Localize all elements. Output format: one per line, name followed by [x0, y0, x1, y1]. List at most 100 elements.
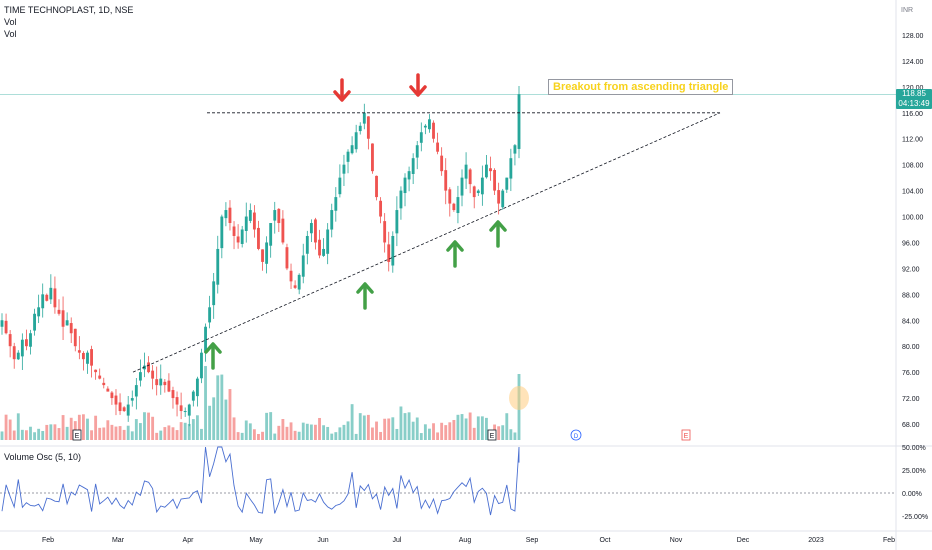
candle-body[interactable]: [0, 320, 4, 327]
candle-body[interactable]: [191, 391, 195, 401]
candle-body[interactable]: [159, 378, 163, 386]
candle-body[interactable]: [330, 210, 334, 230]
candle-body[interactable]: [77, 350, 81, 353]
candle-body[interactable]: [448, 189, 452, 204]
candle-body[interactable]: [110, 392, 114, 399]
candle-body[interactable]: [134, 385, 138, 397]
candle-body[interactable]: [212, 281, 216, 306]
candle-body[interactable]: [301, 255, 305, 277]
candle-body[interactable]: [179, 405, 183, 412]
candle-body[interactable]: [334, 197, 338, 211]
candle-body[interactable]: [444, 170, 448, 191]
candle-body[interactable]: [208, 307, 212, 323]
candle-body[interactable]: [122, 407, 126, 412]
candle-body[interactable]: [155, 379, 159, 386]
candle-body[interactable]: [505, 177, 509, 190]
candle-body[interactable]: [252, 212, 256, 230]
candle-body[interactable]: [358, 125, 362, 132]
candle-body[interactable]: [175, 397, 179, 405]
candle-body[interactable]: [419, 132, 423, 143]
candle-body[interactable]: [452, 203, 456, 211]
candle-body[interactable]: [346, 151, 350, 162]
candle-body[interactable]: [195, 378, 199, 397]
candle-body[interactable]: [4, 320, 8, 334]
candle-body[interactable]: [228, 207, 232, 224]
candle-body[interactable]: [138, 372, 142, 381]
candle-body[interactable]: [65, 320, 69, 326]
candle-body[interactable]: [468, 169, 472, 185]
candle-body[interactable]: [366, 116, 370, 139]
candle-body[interactable]: [248, 210, 252, 221]
candle-body[interactable]: [383, 221, 387, 243]
candle-body[interactable]: [244, 216, 248, 231]
candle-body[interactable]: [183, 411, 187, 413]
candle-body[interactable]: [53, 288, 57, 308]
candle-body[interactable]: [281, 218, 285, 243]
candle-body[interactable]: [232, 226, 236, 236]
candle-body[interactable]: [118, 402, 122, 412]
candle-body[interactable]: [456, 197, 460, 214]
candle-body[interactable]: [273, 210, 277, 221]
candle-body[interactable]: [41, 294, 45, 309]
candle-body[interactable]: [171, 390, 175, 399]
candle-body[interactable]: [423, 125, 427, 128]
candle-body[interactable]: [375, 175, 378, 198]
candle-body[interactable]: [29, 333, 32, 347]
candle-body[interactable]: [167, 380, 171, 392]
candle-body[interactable]: [220, 216, 224, 249]
candle-body[interactable]: [436, 142, 440, 152]
candle-body[interactable]: [399, 190, 403, 209]
candle-body[interactable]: [314, 219, 317, 243]
candle-body[interactable]: [464, 164, 468, 179]
candle-body[interactable]: [362, 112, 366, 124]
candle-body[interactable]: [472, 186, 476, 198]
candle-body[interactable]: [387, 244, 391, 262]
candle-body[interactable]: [326, 229, 330, 254]
candle-body[interactable]: [94, 369, 98, 373]
candle-body[interactable]: [106, 388, 110, 392]
candle-body[interactable]: [163, 381, 167, 386]
candle-body[interactable]: [440, 155, 444, 172]
candle-body[interactable]: [309, 223, 313, 234]
candle-body[interactable]: [318, 239, 321, 256]
earnings-marker[interactable]: [487, 429, 497, 441]
candle-body[interactable]: [204, 326, 207, 353]
candle-body[interactable]: [476, 190, 480, 194]
candle-body[interactable]: [57, 309, 61, 314]
candle-body[interactable]: [49, 287, 53, 300]
candle-body[interactable]: [114, 395, 118, 405]
candle-body[interactable]: [297, 274, 301, 290]
candle-body[interactable]: [147, 362, 150, 373]
dividend-marker[interactable]: [570, 429, 582, 441]
candle-body[interactable]: [395, 210, 399, 234]
candle-body[interactable]: [415, 145, 419, 158]
candle-body[interactable]: [8, 334, 12, 347]
candle-body[interactable]: [428, 119, 431, 130]
candle-body[interactable]: [509, 158, 513, 179]
candle-body[interactable]: [342, 164, 346, 174]
candle-body[interactable]: [513, 145, 517, 154]
candle-body[interactable]: [485, 164, 488, 178]
candle-body[interactable]: [493, 169, 496, 191]
candle-body[interactable]: [354, 132, 358, 150]
candle-body[interactable]: [130, 398, 134, 401]
candle-body[interactable]: [126, 404, 130, 416]
candle-body[interactable]: [285, 247, 289, 269]
oscillator-legend[interactable]: Volume Osc (5, 10): [4, 452, 82, 462]
candle-body[interactable]: [322, 248, 326, 256]
candle-body[interactable]: [224, 210, 228, 219]
candle-body[interactable]: [86, 352, 89, 364]
candle-body[interactable]: [497, 190, 501, 204]
candle-body[interactable]: [460, 177, 464, 196]
candle-body[interactable]: [411, 158, 415, 174]
candle-body[interactable]: [489, 168, 492, 172]
candle-body[interactable]: [517, 94, 521, 149]
candle-body[interactable]: [187, 404, 191, 416]
candle-body[interactable]: [12, 346, 16, 360]
candle-body[interactable]: [403, 177, 407, 194]
candle-body[interactable]: [200, 352, 203, 379]
candle-body[interactable]: [501, 190, 505, 208]
candle-body[interactable]: [20, 339, 24, 357]
candle-body[interactable]: [240, 229, 244, 244]
